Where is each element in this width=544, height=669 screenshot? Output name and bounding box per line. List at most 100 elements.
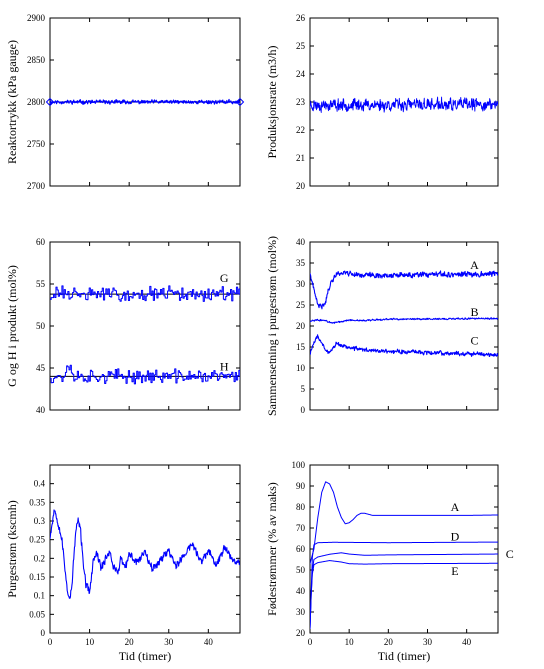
y-tick-label: 25 <box>296 41 306 51</box>
y-tick-label: 0.25 <box>29 535 45 545</box>
x-tick-label: 0 <box>308 637 313 647</box>
y-tick-label: 70 <box>296 523 306 533</box>
y-tick-label: 10 <box>296 363 306 373</box>
x-tick-label: 20 <box>384 637 394 647</box>
x-tick-label: 10 <box>345 637 355 647</box>
series-group <box>50 285 240 385</box>
y-tick-label: 100 <box>292 460 306 470</box>
y-tick-label: 22 <box>296 125 305 135</box>
series-line-h <box>50 364 240 385</box>
y-tick-label: 0.4 <box>34 479 46 489</box>
chart-panel-4: 0 5 10 15 20 25 30 35 40 Sammensetning i purgestr… <box>265 236 499 416</box>
x-tick-label: 40 <box>462 637 472 647</box>
x-tick-label: 40 <box>204 637 214 647</box>
series-line-b <box>310 316 498 324</box>
y-axis-label: Fødestrømmer (% av maks) <box>265 482 279 616</box>
chart-panel-5: 0 10 20 30 40 0 0.05 0.1 0.15 0.2 0.25 0.3 0.35 0.4 Pu… <box>5 464 241 663</box>
chart-panel-2: 20 21 22 23 24 25 26 Produksjonsrate (m3/h) <box>265 13 499 191</box>
series-line-1 <box>50 509 240 599</box>
series-line-d <box>310 541 498 629</box>
series-line-g <box>50 285 240 302</box>
y-tick-label: 40 <box>36 405 46 415</box>
series-line-c <box>310 334 498 358</box>
y-axis-label: G og H i produkt (mol%) <box>5 265 19 387</box>
y-tick-label: 0 <box>301 405 306 415</box>
x-tick-label: 30 <box>164 637 174 647</box>
series-line-a <box>310 270 498 310</box>
series-annotation-b: B <box>470 305 478 319</box>
y-tick-label: 0.05 <box>29 609 45 619</box>
y-tick-label: 0.35 <box>29 497 45 507</box>
chart-panel-3: 40 45 50 55 60 G og H i produkt (mol%) G H <box>5 237 241 415</box>
series-group <box>310 481 498 629</box>
diamond-marker <box>45 97 55 107</box>
series-annotation-c: C <box>470 334 478 348</box>
series-annotation-d: D <box>451 529 460 543</box>
x-tick-label: 0 <box>48 637 53 647</box>
y-tick-label: 23 <box>296 97 306 107</box>
y-tick-label: 15 <box>296 342 306 352</box>
y-tick-label: 2900 <box>27 13 46 23</box>
series-annotation-h: H <box>220 359 229 373</box>
y-tick-label: 40 <box>296 586 306 596</box>
y-axis-label: Reaktortrykk (kPa gauge) <box>5 40 19 164</box>
y-tick-label: 50 <box>36 321 46 331</box>
y-tick-label: 0.1 <box>34 591 45 601</box>
x-axis-label: Tid (timer) <box>378 649 431 663</box>
x-tick-label: 10 <box>85 637 95 647</box>
y-tick-label: 0.2 <box>34 553 45 563</box>
plot-frame <box>49 241 241 411</box>
y-tick-label: 50 <box>296 565 306 575</box>
y-tick-label: 30 <box>296 607 306 617</box>
y-tick-label: 21 <box>296 153 305 163</box>
series-annotation-g: G <box>220 271 229 285</box>
x-tick-label: 20 <box>125 637 135 647</box>
series-group <box>50 98 240 105</box>
y-tick-label: 26 <box>296 13 306 23</box>
series-line-1 <box>310 96 498 113</box>
y-tick-label: 80 <box>296 502 306 512</box>
y-tick-label: 20 <box>296 628 306 638</box>
diamond-marker <box>235 97 245 107</box>
y-tick-label: 60 <box>36 237 46 247</box>
series-annotation-a: A <box>451 500 460 514</box>
series-annotation-e: E <box>451 564 458 578</box>
series-annotation-c: C <box>506 547 514 561</box>
series-annotation-a: A <box>470 258 479 272</box>
y-tick-label: 2750 <box>27 139 46 149</box>
y-tick-label: 60 <box>296 544 306 554</box>
series-line-e <box>310 560 498 629</box>
y-tick-label: 0.15 <box>29 572 45 582</box>
y-tick-label: 0.3 <box>34 516 46 526</box>
y-tick-label: 40 <box>296 237 306 247</box>
y-axis-label: Purgestrøm (kscmh) <box>5 500 19 597</box>
y-tick-label: 24 <box>296 69 306 79</box>
x-axis-label: Tid (timer) <box>119 649 172 663</box>
y-tick-label: 55 <box>36 279 46 289</box>
y-tick-label: 2700 <box>27 181 46 191</box>
y-axis-label: Produksjonsrate (m3/h) <box>265 46 279 159</box>
y-axis-label: Sammensetning i purgestrøm (mol%) <box>265 236 279 416</box>
plot-frame <box>309 464 499 634</box>
y-tick-label: 90 <box>296 481 306 491</box>
y-tick-label: 45 <box>36 363 46 373</box>
y-tick-label: 0 <box>41 628 46 638</box>
y-tick-label: 5 <box>301 384 306 394</box>
series-line-1 <box>50 98 240 105</box>
y-tick-label: 30 <box>296 279 306 289</box>
series-group <box>50 509 240 599</box>
chart-panel-1: 2700 2750 2800 2850 2900 Reaktortrykk (kPa ga… <box>5 13 245 191</box>
series-line-a <box>310 481 498 564</box>
y-tick-label: 35 <box>296 258 306 268</box>
series-group <box>310 270 498 358</box>
y-tick-label: 2850 <box>27 55 46 65</box>
y-tick-label: 25 <box>296 300 306 310</box>
y-tick-label: 2800 <box>27 97 46 107</box>
series-group <box>310 96 498 113</box>
y-tick-label: 20 <box>296 181 306 191</box>
series-line-c <box>310 552 498 629</box>
plot-frame <box>49 464 241 634</box>
x-tick-label: 30 <box>423 637 433 647</box>
chart-panel-6: 0 10 20 30 40 20 30 40 50 60 70 80 90 100 Fødestrømmer… <box>265 460 514 663</box>
